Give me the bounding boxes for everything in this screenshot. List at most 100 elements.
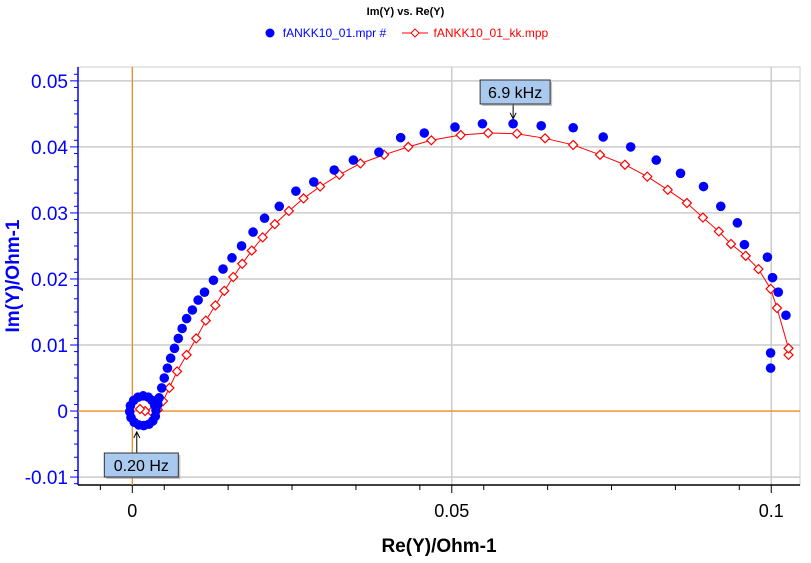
kk-data-point [455, 129, 467, 141]
y-axis-title: Im(Y)/Ohm-1 [3, 219, 24, 332]
measured-data-point [767, 272, 778, 283]
measured-data-point [450, 122, 460, 132]
y-tick-label: -0.01 [25, 468, 68, 489]
measured-data-point [187, 305, 198, 315]
measured-data-point [651, 155, 662, 165]
measured-data-point [236, 241, 247, 251]
legend-item-kk: fANKK10_01_kk.mpp [401, 26, 549, 40]
measured-data-point [374, 147, 384, 157]
measured-data-point [291, 186, 301, 196]
legend-item-measured: fANKK10_01.mpr # [263, 26, 386, 40]
x-tick-label: 0.05 [434, 501, 469, 521]
kk-data-point [181, 349, 192, 361]
measured-data-point [348, 155, 359, 165]
measured-data-point [165, 353, 176, 364]
annotation-box [103, 452, 179, 478]
measured-data-point [598, 132, 609, 142]
annotation-box [479, 79, 551, 105]
kk-data-point [771, 302, 783, 314]
y-tick-label: 0.05 [31, 72, 68, 93]
measured-data-point [536, 120, 547, 131]
plot-frame [77, 66, 801, 486]
measured-data-point [248, 227, 258, 237]
measured-data-point [762, 252, 773, 262]
kk-data-point [740, 250, 752, 262]
x-tick-label: 0.1 [759, 501, 784, 521]
kk-data-point [298, 193, 309, 204]
kk-data-point [641, 171, 653, 182]
legend-label-measured: fANKK10_01.mpr # [282, 26, 387, 40]
kk-data-point [134, 403, 146, 415]
measured-data-point [149, 400, 160, 410]
annotation-arrowhead [509, 112, 517, 120]
kk-data-point [227, 271, 239, 283]
measured-data-point [568, 122, 578, 133]
diamond-line-marker-icon [401, 28, 428, 38]
kk-data-point [164, 382, 175, 394]
dot-marker-icon [265, 28, 275, 38]
measured-data-point [193, 295, 203, 305]
measured-data-point [159, 373, 170, 383]
y-tick-label: 0.03 [31, 204, 68, 225]
kk-data-point [210, 300, 221, 311]
measured-data-point [698, 181, 709, 192]
kk-data-point [425, 134, 437, 146]
measured-data-point [477, 118, 488, 129]
measured-data-point [329, 165, 340, 175]
kk-data-point [619, 159, 631, 171]
chart-title: Im(Y) vs. Re(Y) [366, 6, 445, 18]
y-tick-label: 0.02 [31, 270, 68, 291]
kk-data-point [783, 349, 794, 361]
kk-data-point [681, 197, 693, 209]
measured-data-point [419, 128, 430, 138]
measured-data-point [765, 348, 776, 358]
measured-data-point [218, 264, 228, 274]
kk-data-point [765, 283, 776, 295]
measured-data-point [739, 239, 750, 250]
measured-data-point [259, 213, 270, 224]
measured-data-point [781, 310, 791, 321]
measured-data-point [173, 333, 184, 344]
measured-data-point [208, 275, 219, 286]
kk-data-point [725, 238, 737, 250]
measured-data-point [773, 287, 784, 297]
kk-data-point [236, 258, 248, 270]
kk-data-point [482, 127, 494, 139]
measured-data-point [227, 253, 237, 263]
measured-data-point [162, 363, 173, 373]
y-tick-label: 0 [57, 402, 68, 423]
measured-data-point [508, 118, 518, 129]
kk-data-point [171, 366, 183, 377]
kk-data-point [713, 226, 725, 237]
kk-data-point [269, 218, 281, 230]
measured-data-point [675, 168, 686, 179]
kk-data-point [539, 132, 551, 144]
kk-data-point [200, 315, 212, 326]
measured-data-point [274, 201, 285, 212]
legend-label-kk: fANKK10_01_kk.mpp [433, 26, 549, 40]
y-tick-label: 0.04 [31, 138, 68, 159]
kk-data-point [402, 141, 414, 153]
kk-data-point [283, 205, 295, 217]
measured-data-point [732, 218, 743, 228]
kk-data-point [511, 128, 523, 140]
x-tick-label: 0 [127, 501, 137, 521]
kk-data-point [662, 184, 674, 196]
measured-data-point [625, 142, 636, 152]
kk-data-point [246, 245, 258, 256]
measured-data-point [177, 323, 187, 334]
x-axis-title: Re(Y)/Ohm-1 [381, 536, 497, 557]
annotation-label: 0.20 Hz [114, 458, 169, 475]
measured-data-point [169, 343, 180, 354]
measured-data-point [715, 201, 726, 212]
kk-data-point [697, 212, 709, 223]
measured-data-point [181, 313, 192, 324]
kk-data-point [190, 333, 202, 344]
legend: fANKK10_01.mpr # fANKK10_01_kk.mpp [0, 26, 811, 42]
measured-data-point [199, 287, 210, 297]
measured-data-point [395, 132, 406, 143]
kk-data-point [753, 263, 764, 275]
kk-data-point [257, 232, 269, 243]
kk-data-point [567, 139, 579, 151]
